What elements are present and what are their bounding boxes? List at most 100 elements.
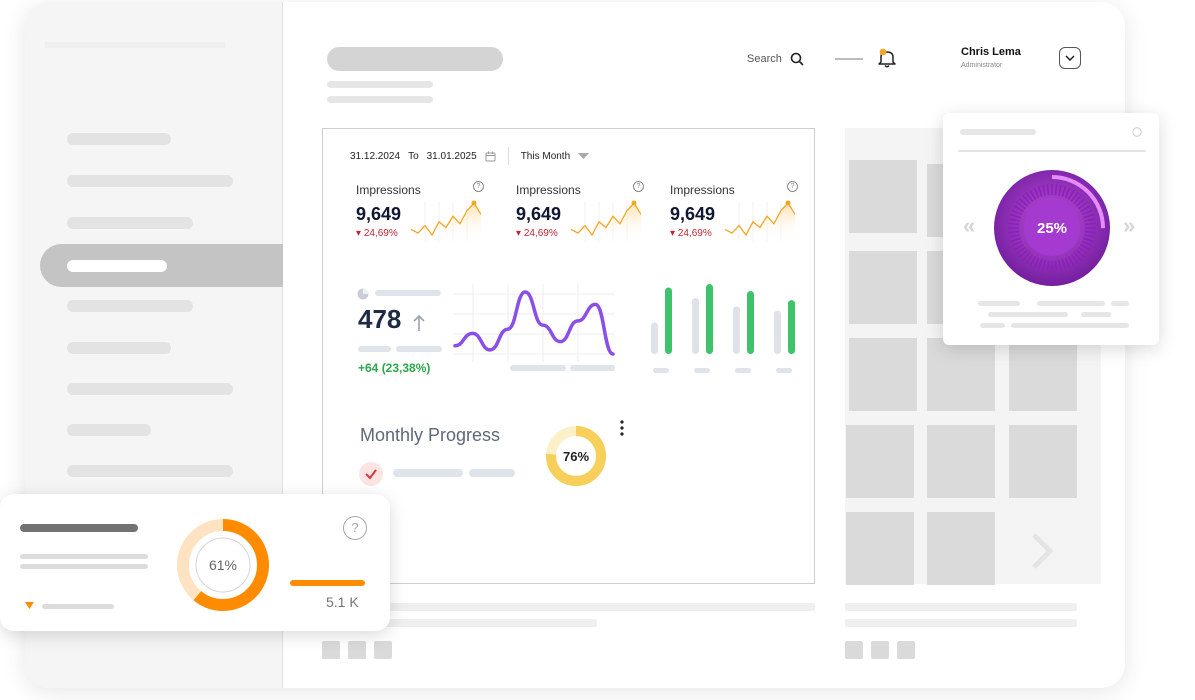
sidebar-item[interactable] [67,300,193,312]
metric-placeholder [358,346,391,352]
progress-donut: 61% [177,519,269,611]
gallery-tile[interactable] [1009,425,1077,498]
gallery-tile[interactable] [927,425,995,498]
gauge-tick [1008,218,1020,222]
gallery-tile[interactable] [1009,338,1077,411]
gauge-tick [1084,230,1096,234]
gallery-tile[interactable] [846,512,914,585]
gauge-tick [1042,184,1046,196]
sidebar-item-active[interactable] [40,244,283,287]
gauge-card: « » 25% [943,113,1159,345]
monthly-progress-donut: 76% [546,426,606,486]
sidebar-item[interactable] [67,465,233,477]
sidebar-item[interactable] [67,217,193,229]
more-vertical-icon[interactable] [619,420,625,436]
gauge-tick [1009,237,1021,243]
bar-grey [692,298,699,354]
gallery-tile[interactable] [927,338,995,411]
date-range[interactable]: 31.12.2024 To 31.01.2025 This Month [350,147,590,165]
period-select[interactable]: This Month [520,150,571,162]
dashboard-panel: 31.12.2024 To 31.01.2025 This Month Impr… [322,128,815,584]
caret-down-icon [25,602,34,609]
chevron-right-icon[interactable] [1030,532,1054,570]
sparkline-area [571,203,641,241]
kpi-card: Impressions ? 9,649 ▾ 24,69% [356,181,486,246]
gauge-tick [1084,222,1096,226]
gallery-tile[interactable] [849,338,917,411]
user-name: Chris Lema [961,46,1021,58]
gauge-tick [1029,256,1037,267]
gauge-tick [1042,260,1046,272]
sidebar-header-placeholder [45,42,225,48]
caret-down-icon[interactable] [578,153,590,159]
sidebar-item[interactable] [67,424,151,436]
metric-placeholder [396,346,442,352]
kpi-sparkline [571,200,641,241]
gauge-legend-placeholder [980,323,1005,328]
gauge-legend-placeholder [978,301,1020,306]
gauge-tick [1073,251,1083,262]
gauge-tick [1083,237,1095,243]
progress-label-placeholder [393,469,463,477]
bell-icon[interactable] [876,47,898,69]
bar-axis-label-placeholder [776,368,792,373]
footer-square [845,641,863,659]
gauge-tick [1054,184,1058,196]
gallery-tile[interactable] [846,425,914,498]
gauge-tick [1078,201,1089,210]
footer-square [374,641,392,659]
sparkline-area [411,203,481,241]
sparkline-line [725,201,795,237]
progress-card-placeholder [20,554,148,559]
gauge-tick [1025,191,1034,202]
bar-grey [774,310,781,354]
kpi-value: 9,649 [670,204,716,224]
help-icon[interactable]: ? [473,181,484,192]
check-icon[interactable] [358,461,384,487]
gauge-tick [1061,259,1067,271]
gauge-tick [1070,191,1079,202]
progress-donut-label: 61% [209,557,237,573]
sidebar-item[interactable] [67,342,171,354]
gauge-tick [1008,222,1020,226]
gauge-tick [1083,213,1095,219]
gauge-tick [1011,209,1023,216]
kpi-label: Impressions [356,183,421,197]
bar-chart [651,284,795,373]
progress-card-placeholder [20,564,148,569]
help-icon[interactable]: ? [343,516,367,540]
help-icon[interactable]: ? [787,181,798,192]
sidebar-item[interactable] [67,383,233,395]
help-icon[interactable]: ? [633,181,644,192]
bar-axis-label-placeholder [735,368,751,373]
search-label: Search [747,53,782,65]
gauge-tick [1058,184,1062,196]
progress-card: 61% ? 5.1 K [0,494,390,631]
gauge-tick [1025,254,1034,265]
user-menu-button[interactable] [1059,47,1081,69]
chevron-left-icon[interactable]: « [963,213,976,238]
chevron-right-icon[interactable]: » [1123,213,1136,238]
footer-placeholder [845,619,1077,627]
arrow-up-icon [413,314,425,331]
sidebar-item[interactable] [67,175,233,187]
gauge-legend-placeholder [988,312,1068,317]
gallery-tile[interactable] [849,251,917,324]
gauge-tick [1046,260,1050,272]
axis-placeholder [510,365,566,371]
gauge-tick [1021,251,1031,262]
gauge-tick [1029,189,1037,200]
gauge-tick [1084,234,1096,238]
info-icon[interactable] [1132,127,1142,137]
progress-label-placeholder [469,469,515,477]
sidebar-item[interactable] [67,133,171,145]
footer-square [871,641,889,659]
bar-axis-label-placeholder [694,368,710,373]
gallery-tile[interactable] [849,160,917,233]
bar-green [665,287,672,354]
calendar-icon[interactable] [485,151,496,162]
gallery-tile[interactable] [927,512,995,585]
page-subtitle-placeholder [327,81,433,88]
search-button[interactable]: Search [747,52,804,66]
